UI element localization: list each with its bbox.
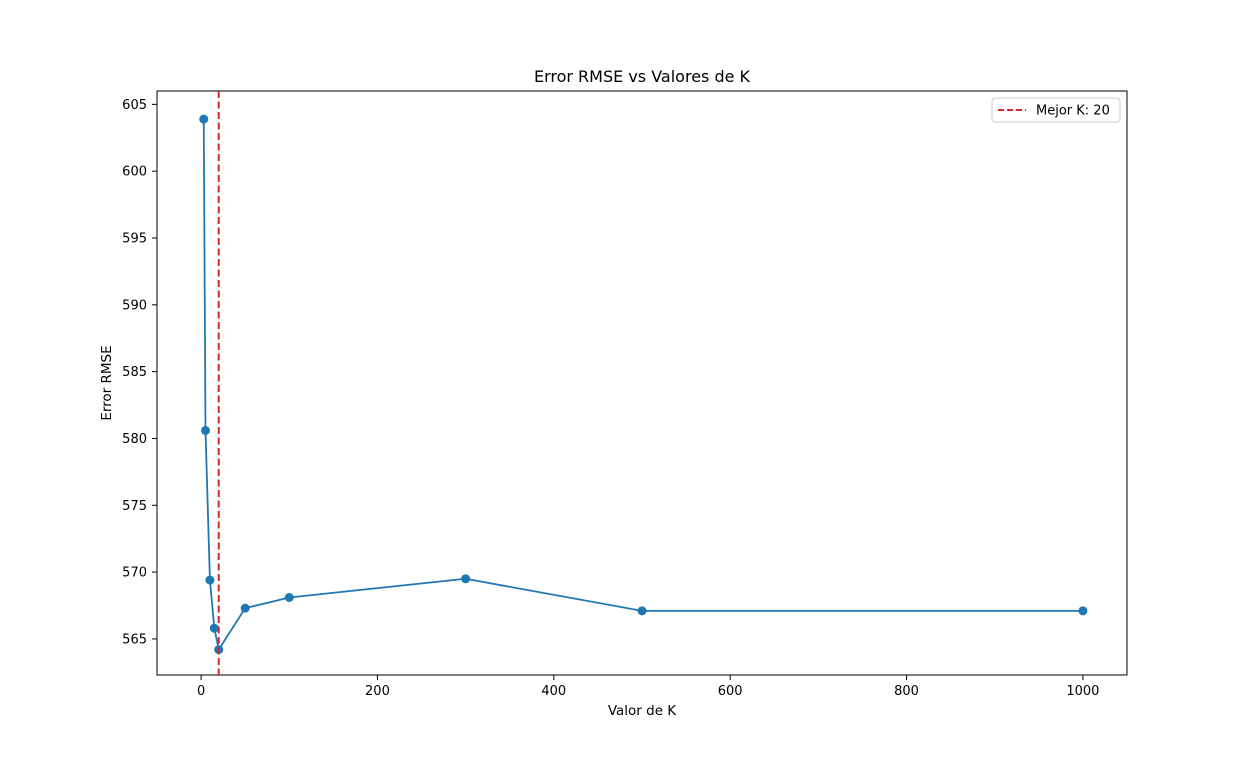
y-tick-label: 565: [122, 632, 147, 647]
data-point: [199, 114, 209, 124]
data-point: [461, 574, 471, 584]
data-point: [637, 606, 647, 616]
series-layer: [199, 114, 1088, 655]
y-tick-label: 595: [122, 232, 147, 247]
x-tick-label: 800: [894, 684, 919, 699]
y-tick-label: 575: [122, 499, 147, 514]
data-point: [240, 603, 250, 613]
y-tick-label: 590: [122, 298, 147, 313]
x-tick-label: 400: [541, 684, 566, 699]
data-point: [1078, 606, 1088, 616]
y-tick-label: 570: [122, 566, 147, 581]
plot-frame: [156, 90, 1128, 676]
legend-label-best-k: Mejor K: 20: [1036, 104, 1110, 119]
data-point: [209, 623, 219, 633]
y-axis: 565 570 575 580 585 590 595 600 605: [122, 98, 157, 647]
x-tick-label: 0: [197, 684, 205, 699]
x-tick-label: 600: [718, 684, 743, 699]
y-tick-label: 605: [122, 98, 147, 113]
chart-title: Error RMSE vs Valores de K: [534, 67, 751, 86]
y-tick-label: 585: [122, 365, 147, 380]
data-point: [284, 592, 294, 602]
y-tick-label: 580: [122, 432, 147, 447]
series-line: [202, 119, 1083, 651]
data-point: [205, 575, 215, 585]
data-point: [201, 425, 210, 435]
x-tick-label: 1000: [1066, 684, 1099, 699]
legend: Mejor K: 20: [991, 97, 1121, 123]
y-axis-label: Error RMSE: [99, 345, 115, 420]
legend-box: [991, 97, 1121, 123]
y-tick-label: 600: [122, 165, 147, 180]
x-axis-label: Valor de K: [608, 703, 677, 719]
x-tick-label: 200: [365, 684, 390, 699]
x-axis: 0 200 400 600 800 1000: [197, 675, 1099, 699]
